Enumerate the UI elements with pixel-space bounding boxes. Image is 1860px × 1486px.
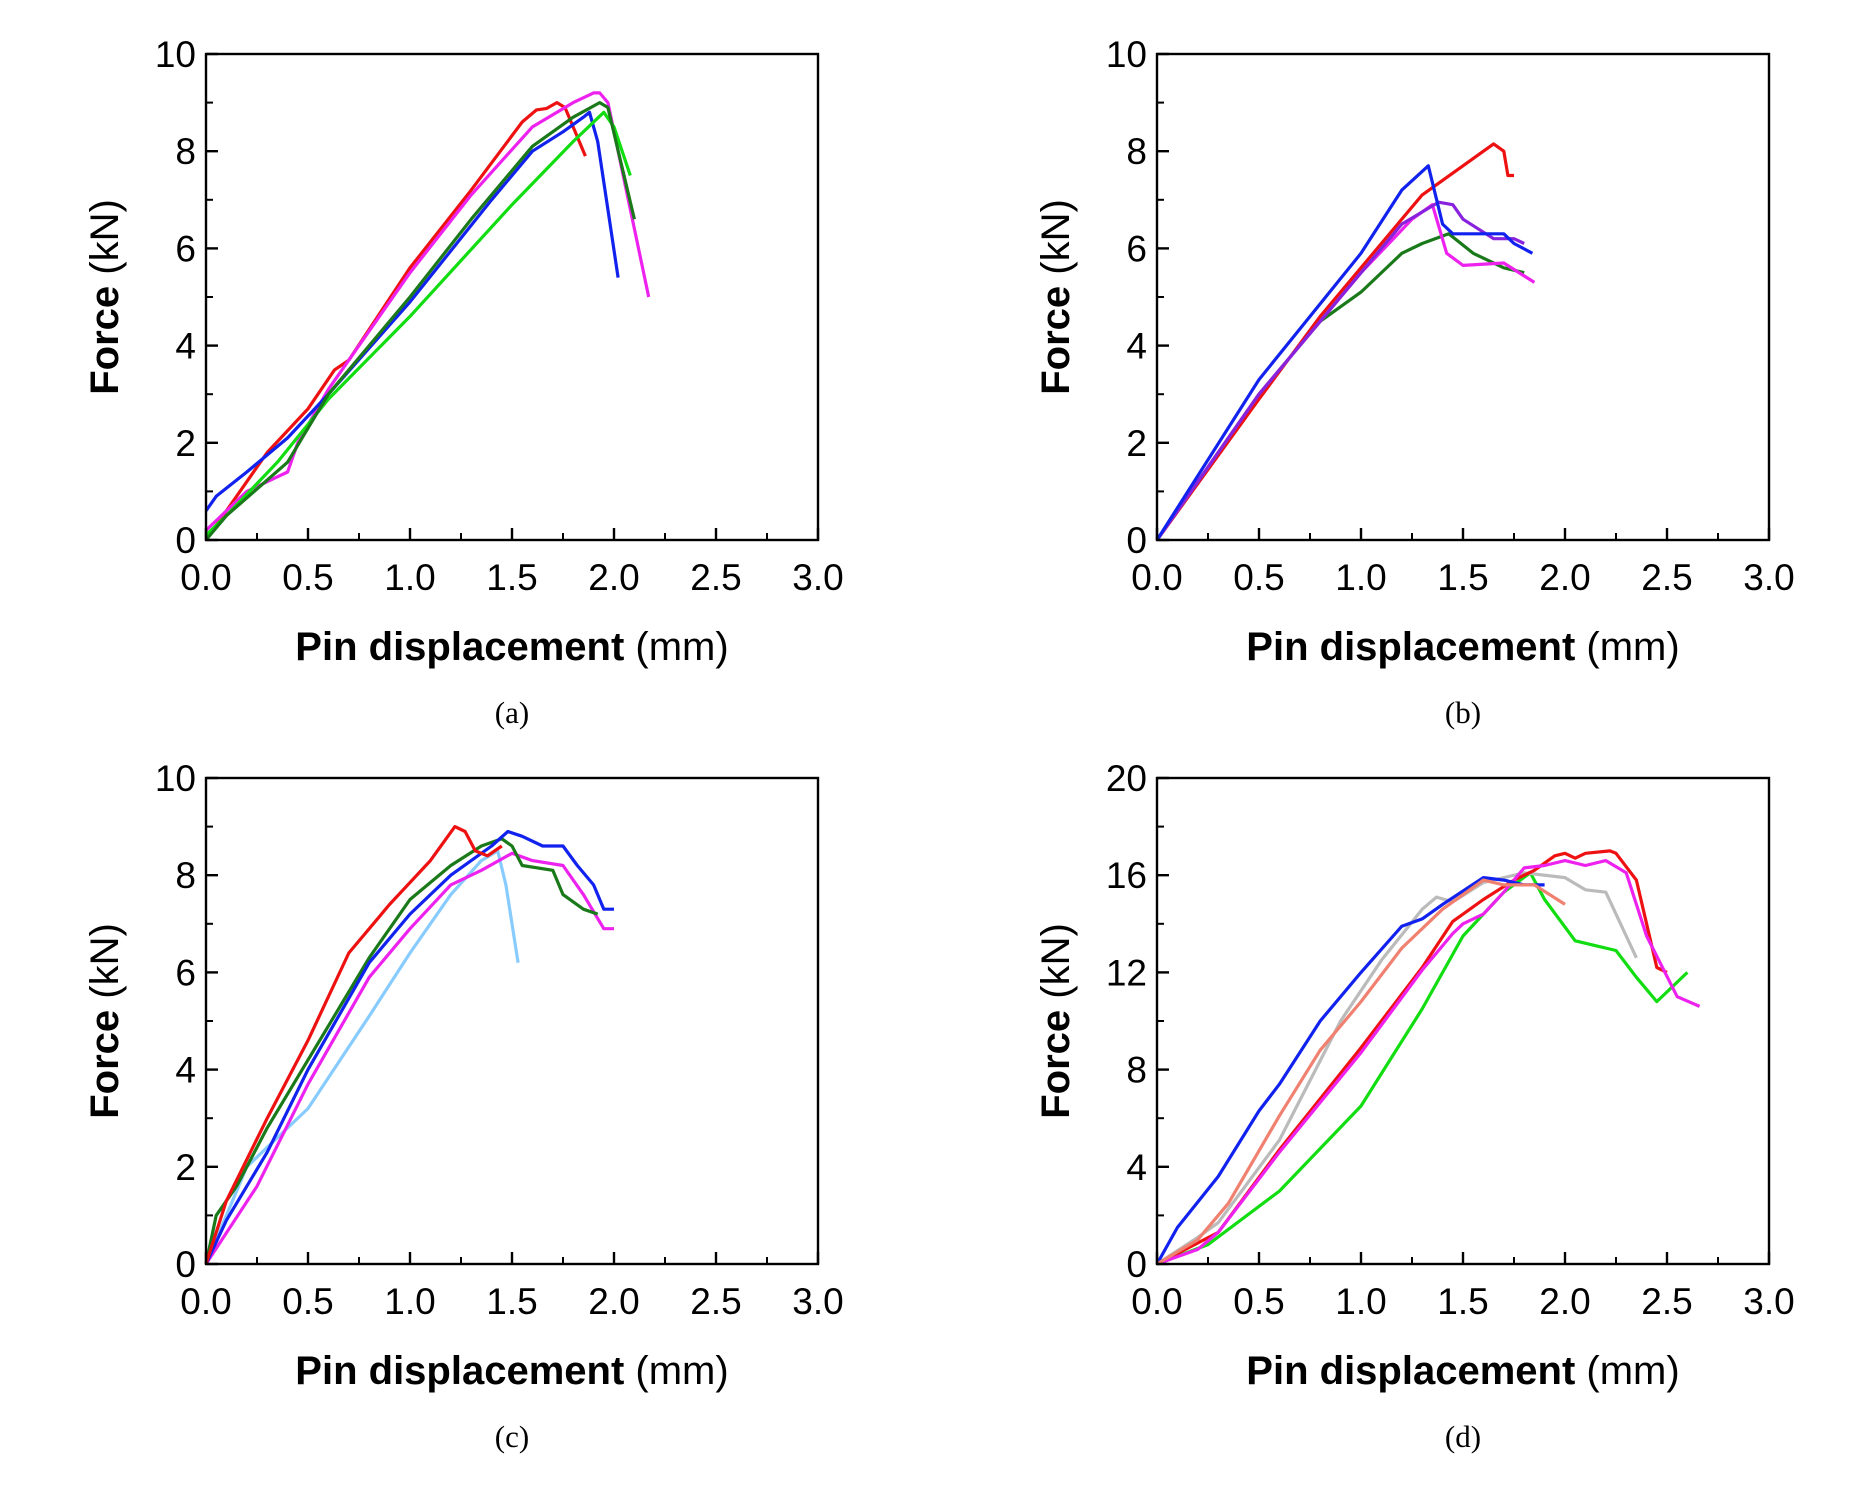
x-tick-label: 2.5: [1641, 1281, 1692, 1322]
panel-a: 0.0 0.5 1.0 1.5 2.0 2.5 3.0 0 2 4 6 8 10 Pin displace…: [83, 34, 844, 730]
panel-d: 0.0 0.5 1.0 1.5 2.0 2.5 3.0 0 4 8 12 16 20 Pin displa…: [1034, 758, 1795, 1454]
x-tick-label: 2.5: [690, 557, 741, 598]
x-tick-label: 3.0: [792, 1281, 843, 1322]
y-tick-label: 4: [1126, 326, 1147, 367]
axes-frame: [204, 776, 820, 1266]
x-tick-label: 2.0: [588, 1281, 639, 1322]
axes-frame: [204, 52, 820, 542]
x-tick-label: 2.5: [690, 1281, 741, 1322]
y-tick-label: 0: [1126, 1244, 1147, 1285]
y-tick-label: 6: [175, 952, 196, 993]
panel-c: 0.0 0.5 1.0 1.5 2.0 2.5 3.0 0 2 4 6 8 10 Pin displace…: [83, 758, 844, 1454]
y-tick-label: 8: [175, 131, 196, 172]
panel-caption: (c): [495, 1419, 529, 1454]
x-tick-label: 2.0: [588, 557, 639, 598]
y-tick-label: 6: [175, 228, 196, 269]
series-line-3: [1156, 849, 1668, 1266]
series-line-5: [1155, 164, 1534, 541]
x-tick-label: 0.5: [282, 1281, 333, 1322]
series-line-5: [204, 101, 636, 542]
series-line-5: [204, 825, 503, 1265]
panel-caption: (a): [495, 695, 529, 730]
x-tick-label: 1.0: [1335, 1281, 1386, 1322]
y-tick-label: 4: [175, 326, 196, 367]
series-line-4: [1156, 859, 1701, 1266]
y-axis-label: Force (kN): [1034, 199, 1078, 395]
x-tick-label: 2.0: [1539, 1281, 1590, 1322]
y-tick-label: 0: [175, 1244, 196, 1285]
x-tick-label: 1.5: [1437, 1281, 1488, 1322]
x-tick-label: 1.0: [384, 557, 435, 598]
x-tick-label: 2.0: [1539, 557, 1590, 598]
axes-frame: [1155, 52, 1771, 542]
x-tick-label: 2.5: [1641, 557, 1692, 598]
x-tick-label: 1.0: [384, 1281, 435, 1322]
x-axis-label: Pin displacement (mm): [295, 625, 728, 669]
y-tick-label: 8: [1126, 1050, 1147, 1091]
y-tick-label: 6: [1126, 228, 1147, 269]
x-tick-label: 1.5: [486, 1281, 537, 1322]
series-line-4: [204, 110, 632, 537]
x-tick-label: 1.0: [1335, 557, 1386, 598]
y-axis-label: Force (kN): [1034, 923, 1078, 1119]
series-line-3: [204, 837, 599, 1265]
y-tick-label: 2: [1126, 423, 1147, 464]
panel-caption: (d): [1445, 1419, 1481, 1454]
series-line-4: [1155, 200, 1525, 541]
series-line-1: [1155, 142, 1514, 541]
x-tick-label: 1.5: [486, 557, 537, 598]
x-axis-label: Pin displacement (mm): [1246, 1349, 1679, 1393]
x-tick-label: 0.5: [1233, 557, 1284, 598]
y-tick-label: 10: [155, 34, 196, 75]
y-tick-label: 2: [175, 423, 196, 464]
y-tick-label: 0: [1126, 520, 1147, 561]
y-tick-label: 4: [1126, 1147, 1147, 1188]
panel-caption: (b): [1445, 695, 1481, 730]
y-tick-label: 10: [1106, 34, 1147, 75]
y-axis-label: Force (kN): [83, 199, 127, 395]
x-tick-label: 0.0: [1131, 557, 1182, 598]
series-line-4: [204, 829, 614, 1265]
x-tick-label: 0.5: [1233, 1281, 1284, 1322]
panel-b: 0.0 0.5 1.0 1.5 2.0 2.5 3.0 0 2 4 6 8 10 Pin displace…: [1034, 34, 1795, 730]
y-tick-label: 20: [1106, 758, 1147, 799]
y-tick-label: 10: [155, 758, 196, 799]
series-line-2: [204, 91, 651, 532]
x-tick-label: 3.0: [1743, 1281, 1794, 1322]
y-tick-label: 16: [1106, 855, 1147, 896]
x-tick-label: 3.0: [792, 557, 843, 598]
x-tick-label: 0.0: [1131, 1281, 1182, 1322]
series-line-1: [204, 849, 520, 1265]
y-axis-label: Force (kN): [83, 923, 127, 1119]
y-tick-label: 4: [175, 1050, 196, 1091]
x-axis-label: Pin displacement (mm): [295, 1349, 728, 1393]
series-line-2: [1156, 871, 1638, 1266]
x-tick-label: 0.0: [180, 557, 231, 598]
x-tick-label: 3.0: [1743, 557, 1794, 598]
series-line-3: [204, 110, 620, 512]
y-tick-label: 8: [175, 855, 196, 896]
series-line-5: [1155, 876, 1545, 1265]
x-axis-label: Pin displacement (mm): [1246, 625, 1679, 669]
series-line-6: [1156, 878, 1566, 1266]
y-tick-label: 12: [1106, 952, 1147, 993]
y-tick-label: 0: [175, 520, 196, 561]
series-line-2: [204, 851, 614, 1265]
y-tick-label: 2: [175, 1147, 196, 1188]
x-tick-label: 0.0: [180, 1281, 231, 1322]
y-tick-label: 8: [1126, 131, 1147, 172]
series-line-1: [204, 101, 587, 541]
x-tick-label: 0.5: [282, 557, 333, 598]
x-tick-label: 1.5: [1437, 557, 1488, 598]
